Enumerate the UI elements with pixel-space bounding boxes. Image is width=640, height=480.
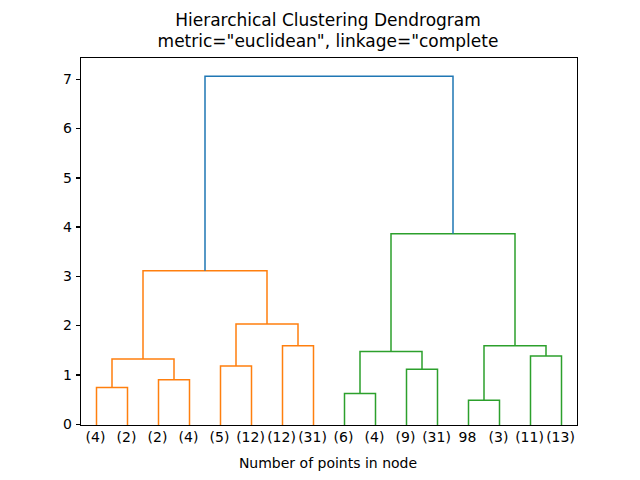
y-tick-mark (76, 226, 80, 227)
dendrogram-link (112, 359, 174, 388)
dendrogram-figure: Hierarchical Clustering Dendrogram metri… (0, 0, 640, 480)
plot-area (80, 57, 578, 426)
chart-title: Hierarchical Clustering Dendrogram metri… (80, 10, 576, 52)
y-tick-label: 5 (42, 169, 72, 187)
dendrogram-link (360, 352, 422, 394)
dendrogram-link (97, 388, 128, 425)
y-tick-mark (76, 374, 80, 375)
dendrogram-link (205, 76, 453, 271)
dendrogram-link (391, 234, 515, 352)
dendrogram-link (345, 393, 376, 425)
y-tick-mark (76, 325, 80, 326)
y-tick-mark (76, 79, 80, 80)
y-tick-mark (76, 424, 80, 425)
dendrogram-link (469, 400, 500, 425)
chart-title-line1: Hierarchical Clustering Dendrogram (80, 10, 576, 31)
y-tick-label: 7 (42, 70, 72, 88)
dendrogram-link (531, 356, 562, 425)
dendrogram-link (159, 380, 190, 425)
dendrogram-link (407, 369, 438, 425)
y-tick-label: 2 (42, 316, 72, 334)
chart-title-line2: metric="euclidean", linkage="complete (80, 31, 576, 52)
y-tick-label: 3 (42, 267, 72, 285)
y-tick-label: 6 (42, 119, 72, 137)
dendrogram-lines (81, 58, 577, 425)
x-axis-label: Number of points in node (80, 455, 576, 471)
y-tick-label: 4 (42, 218, 72, 236)
y-tick-label: 1 (42, 366, 72, 384)
y-tick-label: 0 (42, 415, 72, 433)
dendrogram-link (143, 271, 267, 359)
dendrogram-link (221, 366, 252, 425)
y-tick-mark (76, 276, 80, 277)
dendrogram-link (484, 346, 546, 401)
y-tick-mark (76, 177, 80, 178)
y-tick-mark (76, 128, 80, 129)
dendrogram-link (283, 346, 314, 425)
x-tick-label: (13) (538, 429, 584, 446)
